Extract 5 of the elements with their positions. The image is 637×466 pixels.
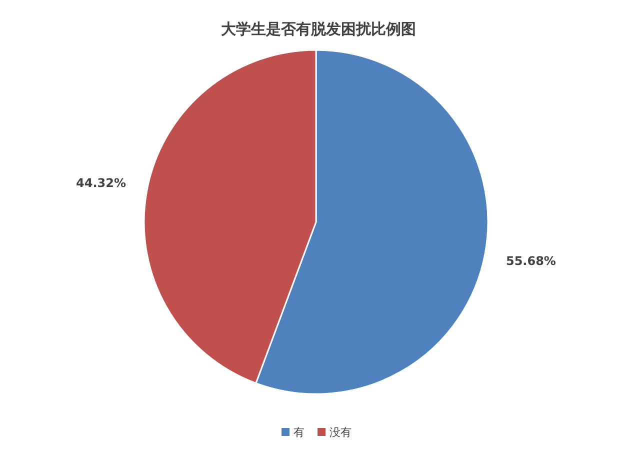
- data-label: 44.32%: [76, 176, 126, 190]
- data-label: 55.68%: [506, 254, 556, 268]
- legend-label: 有: [294, 426, 304, 439]
- legend-label: 没有: [330, 426, 352, 439]
- chart-title: 大学生是否有脱发困扰比例图: [221, 20, 416, 38]
